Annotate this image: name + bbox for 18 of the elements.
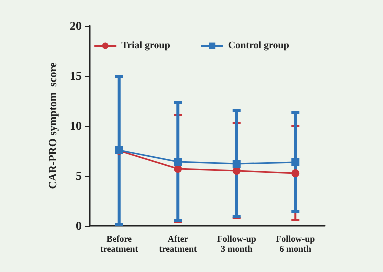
legend-label: Control group xyxy=(228,40,290,52)
y-axis-title: CAR-PRO symptom score xyxy=(48,62,60,190)
point xyxy=(292,158,300,166)
point xyxy=(292,170,300,178)
x-tick-label: Before treatment xyxy=(100,234,138,254)
y-tick-label: 5 xyxy=(76,169,82,183)
point xyxy=(232,160,241,168)
y-tick-label: 0 xyxy=(76,219,82,233)
legend-label: Trial group xyxy=(122,40,171,52)
point xyxy=(174,165,182,173)
point xyxy=(174,158,182,166)
x-tick-label: Follow-up 3 month xyxy=(217,234,256,254)
point xyxy=(232,167,241,175)
y-tick-label: 20 xyxy=(70,19,82,33)
y-tick-label: 15 xyxy=(70,69,82,83)
x-tick-label: After treatment xyxy=(159,234,198,254)
y-tick-label: 10 xyxy=(70,119,82,133)
x-tick-label: Follow-up 6 month xyxy=(276,234,316,254)
